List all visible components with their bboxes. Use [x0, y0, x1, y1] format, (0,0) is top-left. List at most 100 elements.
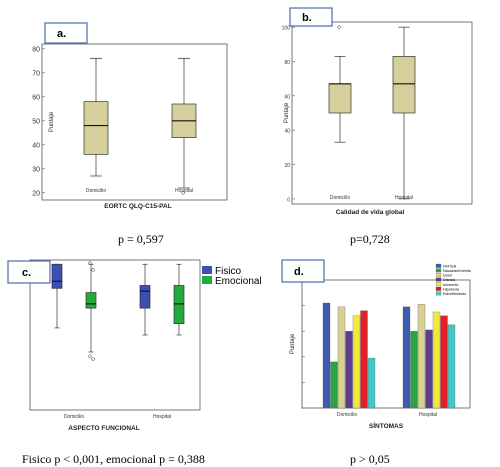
legend-swatch [435, 291, 442, 296]
panel-label: d. [294, 266, 304, 278]
panel-label: c. [22, 267, 31, 279]
box-domicilio-emocional [85, 261, 97, 361]
panel-label-box [289, 7, 333, 27]
y-tick-label: 20 [284, 163, 290, 169]
y-tick-label: 30 [32, 166, 40, 173]
panel-label-box [44, 22, 88, 44]
chart-b-svg: 0 20 40 60 80 100 Domicilio Hospital Calidad … [282, 7, 473, 216]
legend-label: Disnea [443, 278, 456, 282]
x-axis-label: SÍNTOMAS [369, 421, 404, 430]
panel-b: 0 20 40 60 80 100 Domicilio Hospital Calidad … [270, 7, 485, 218]
bar-domicilio-1 [330, 361, 338, 409]
bar-hospital-4 [432, 311, 441, 409]
y-tick-label: 70 [32, 70, 40, 77]
y-tick-label: 20 [32, 190, 40, 197]
box-hospital-emocional [173, 263, 185, 336]
legend-swatch [435, 277, 442, 282]
bar-hospital-1 [410, 331, 418, 409]
y-axis-label: Puntaje [290, 333, 296, 354]
x-tick-hospital: Hospital [419, 412, 437, 418]
legend-swatch [435, 273, 442, 277]
x-axis-label: ASPECTO FUNCIONAL [68, 425, 139, 432]
y-tick-label: 80 [284, 60, 290, 66]
bar-hospital-6 [447, 324, 456, 409]
box-domicilio [328, 25, 352, 143]
panel-d: Domicilio Hospital SÍNTOMAS Puntaje FATI… [278, 258, 493, 433]
panel-a: 20 30 40 50 60 70 80 Domicilio Hospital EORTC … [30, 18, 240, 213]
x-axis-label: EORTC QLQ-C15-PAL [104, 203, 171, 210]
x-tick-hospital: Hospital [153, 414, 171, 420]
y-tick-label: 100 [282, 26, 291, 32]
bar-domicilio-6 [367, 357, 376, 409]
legend-label: Estreñimiento [443, 292, 466, 296]
legend: Fisico Emocional [202, 266, 262, 287]
bar-domicilio-0 [322, 302, 331, 409]
caption-c: Fisico p < 0,001, emocional p = 0,388 [22, 452, 205, 466]
x-tick-domicilio: Domicilio [86, 188, 107, 194]
bar-domicilio-5 [360, 310, 368, 409]
y-tick-label: 80 [32, 46, 40, 53]
legend-label: FATIGA [443, 264, 457, 268]
outlier-point [181, 191, 185, 195]
chart-a-svg: 20 30 40 50 60 70 80 Domicilio Hospital EORTC … [32, 22, 228, 210]
legend-label-fisico: Fisico [215, 266, 242, 277]
x-tick-domicilio: Domicilio [330, 195, 351, 201]
legend-label-emocional: Emocional [215, 276, 262, 287]
panel-label-box [7, 260, 51, 284]
plot-a-frame [41, 43, 228, 201]
caption-a: p = 0,597 [118, 232, 164, 246]
legend-swatch [435, 263, 442, 268]
bar-domicilio-4 [352, 315, 361, 409]
box-iqr [139, 285, 151, 309]
box-hospital [392, 26, 416, 200]
x-tick-domicilio: Domicilio [64, 414, 85, 420]
outlier-point [88, 354, 92, 358]
box-hospital-fisico [139, 263, 151, 336]
y-axis-label: Puntaje [49, 111, 55, 132]
panel-label: b. [302, 12, 312, 24]
bar-domicilio-2 [337, 306, 346, 409]
box-iqr [51, 263, 63, 289]
bar-hospital-2 [417, 304, 426, 409]
box-iqr [83, 101, 109, 155]
x-tick-hospital: Hospital [175, 188, 193, 194]
caption-d: p > 0,05 [350, 452, 390, 466]
legend-label: Hiporexia [443, 287, 460, 291]
y-tick-label: 0 [287, 197, 290, 203]
panel-c: Domicilio Hospital ASPECTO FUNCIONAL Fis… [7, 258, 262, 433]
y-tick-label: 60 [284, 94, 290, 100]
chart-c-svg: Domicilio Hospital ASPECTO FUNCIONAL Fis… [7, 259, 262, 432]
y-tick-label: 60 [32, 94, 40, 101]
box-hospital [171, 58, 197, 195]
y-axis-label: Puntaje [284, 102, 290, 123]
legend-label: Insomnio [443, 283, 458, 287]
panel-label-box [281, 259, 325, 283]
y-tick-label: 40 [32, 142, 40, 149]
legend-label: Náuseas/Vómito [443, 269, 471, 273]
legend-label: Dolor [443, 274, 453, 278]
x-tick-hospital: Hospital [395, 195, 413, 201]
panel-label: a. [57, 28, 66, 40]
bar-hospital-3 [425, 329, 433, 409]
box-domicilio-fisico [51, 263, 63, 329]
outlier-point [91, 357, 95, 361]
x-tick-domicilio: Domicilio [337, 412, 358, 418]
box-iqr [392, 55, 416, 114]
legend-swatch-emocional [202, 276, 212, 284]
chart-d-svg: Domicilio Hospital SÍNTOMAS Puntaje FATI… [281, 259, 471, 430]
box-domicilio [83, 58, 109, 177]
caption-b: p=0,728 [350, 232, 390, 246]
box-iqr [328, 83, 352, 114]
outlier-point [91, 268, 95, 272]
plot-b-frame [291, 21, 473, 205]
bar-domicilio-3 [345, 331, 353, 409]
legend-swatch [435, 268, 442, 273]
box-iqr [173, 285, 185, 325]
outlier-point [337, 25, 341, 29]
x-axis-label: Calidad de vida global [336, 209, 405, 216]
bar-hospital-5 [440, 315, 448, 409]
legend-swatch-fisico [202, 266, 212, 274]
y-tick-label: 50 [32, 118, 40, 125]
outlier-point [88, 261, 92, 265]
legend: FATIGANáuseas/VómitoDolorDisneaInsomnioH… [435, 263, 471, 296]
